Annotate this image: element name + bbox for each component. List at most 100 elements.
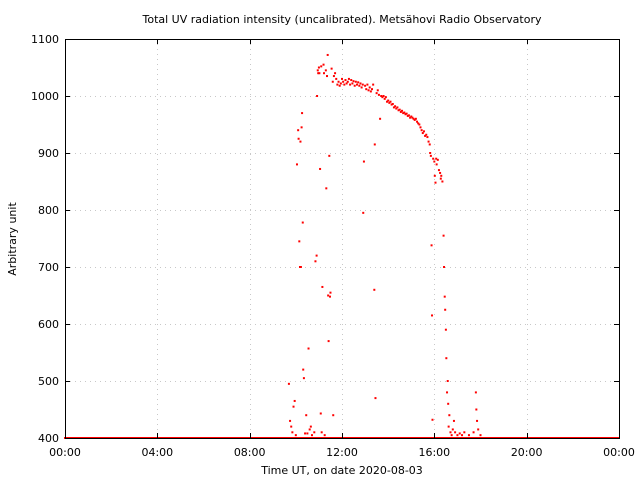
x-tick-label: 16:00 [418, 446, 450, 459]
data-point [476, 419, 479, 422]
data-point [321, 285, 324, 288]
data-point [320, 431, 323, 434]
data-point [344, 79, 347, 82]
data-point [324, 69, 327, 72]
data-point [306, 432, 309, 435]
data-point [353, 84, 356, 87]
data-point [398, 108, 401, 111]
data-point [450, 434, 453, 437]
data-point [441, 180, 444, 183]
data-point [451, 428, 454, 431]
data-point [357, 81, 360, 84]
data-point [437, 169, 440, 172]
data-point [361, 83, 364, 86]
data-point [304, 432, 307, 435]
data-point [336, 83, 339, 86]
data-point [395, 107, 398, 110]
data-point [449, 431, 452, 434]
data-point [372, 83, 375, 86]
data-point [327, 340, 330, 343]
y-axis-label: Arbitrary unit [6, 202, 19, 276]
data-point [472, 431, 475, 434]
data-point [332, 414, 335, 417]
x-tick-label: 12:00 [326, 446, 358, 459]
data-point [313, 431, 316, 434]
data-point [329, 291, 332, 294]
data-point [382, 95, 385, 97]
data-point [297, 129, 300, 132]
data-point [362, 211, 365, 214]
data-point [358, 84, 361, 87]
data-point [434, 181, 437, 184]
data-point [339, 82, 342, 85]
data-point [345, 82, 348, 85]
data-point [390, 103, 393, 106]
data-point [452, 419, 455, 422]
data-point [458, 432, 461, 435]
data-point [444, 308, 447, 311]
data-point [384, 96, 387, 99]
data-point [305, 414, 308, 417]
data-point [389, 100, 392, 103]
data-point [391, 102, 394, 105]
data-point [352, 80, 355, 83]
data-point [410, 115, 413, 118]
data-point [402, 112, 405, 115]
data-point [375, 92, 378, 95]
data-point [367, 89, 370, 92]
data-point [294, 434, 297, 437]
data-point [290, 425, 293, 428]
axis-ticks: 00:00 04:00 08:00 12:00 16:00 20:00 00:0040050… [31, 33, 635, 459]
data-point [297, 137, 300, 140]
data-point [430, 244, 433, 247]
data-point [291, 431, 294, 434]
data-point [359, 82, 362, 85]
data-point [318, 72, 321, 75]
data-point [368, 86, 371, 89]
data-point [427, 140, 430, 143]
data-point [428, 143, 431, 146]
data-point [380, 95, 383, 97]
data-point [346, 80, 349, 83]
data-point [350, 79, 353, 82]
data-point [467, 434, 470, 437]
data-point [287, 382, 290, 385]
data-point [421, 132, 424, 135]
data-point [442, 234, 445, 237]
data-point [440, 174, 443, 177]
data-point [289, 419, 292, 422]
data-point [292, 405, 295, 408]
data-point [392, 106, 395, 109]
data-point [302, 377, 305, 380]
data-point [416, 120, 419, 123]
data-point [447, 402, 450, 405]
data-point [364, 84, 367, 87]
data-point [356, 83, 358, 86]
data-point [456, 434, 459, 437]
x-tick-label: 20:00 [511, 446, 543, 459]
data-point [429, 152, 432, 154]
data-point [300, 126, 303, 129]
data-point [443, 295, 446, 298]
data-point [419, 126, 422, 129]
data-point [326, 75, 328, 78]
data-point [326, 53, 329, 56]
data-point [379, 117, 382, 120]
data-point [338, 84, 341, 87]
data-point [330, 67, 333, 70]
data-point [302, 368, 305, 371]
data-point [323, 72, 325, 75]
data-point [383, 97, 386, 100]
data-point [446, 380, 449, 382]
data-point [477, 428, 480, 431]
data-point [316, 95, 319, 97]
data-point [397, 109, 400, 112]
data-point [377, 93, 380, 96]
data-point [425, 133, 428, 136]
data-point [409, 116, 412, 119]
y-tick-label: 800 [38, 204, 59, 217]
data-point [399, 110, 402, 113]
data-point [447, 425, 450, 428]
data-point [365, 88, 368, 91]
data-point [420, 129, 423, 132]
